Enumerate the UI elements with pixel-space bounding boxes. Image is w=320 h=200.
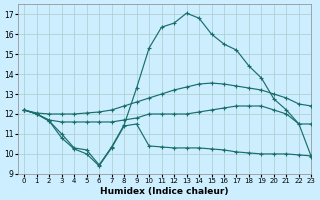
X-axis label: Humidex (Indice chaleur): Humidex (Indice chaleur) [100,187,229,196]
